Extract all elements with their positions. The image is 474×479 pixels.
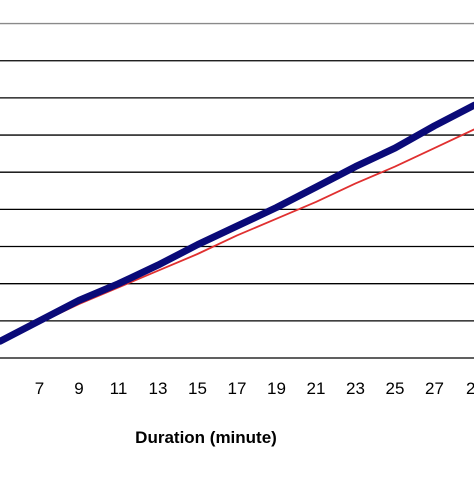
x-tick-label: 25 xyxy=(386,379,405,398)
gridlines xyxy=(0,22,474,359)
x-tick-label: 7 xyxy=(35,379,44,398)
x-tick-labels: 7 9 11 13 15 17 19 21 23 25 27 2 xyxy=(35,379,474,398)
x-tick-label: 2 xyxy=(466,379,474,398)
x-tick-label: 17 xyxy=(228,379,247,398)
x-tick-label: 23 xyxy=(346,379,365,398)
series-line-1 xyxy=(0,101,474,345)
x-axis-title: Duration (minute) xyxy=(135,428,277,447)
x-tick-label: 21 xyxy=(307,379,326,398)
x-tick-label: 15 xyxy=(188,379,207,398)
x-tick-label: 27 xyxy=(425,379,444,398)
x-tick-label: 13 xyxy=(149,379,168,398)
x-tick-label: 11 xyxy=(110,379,128,398)
series-line-2 xyxy=(0,128,474,343)
x-tick-label: 9 xyxy=(74,379,83,398)
x-tick-label: 19 xyxy=(267,379,286,398)
series-lines xyxy=(0,101,474,345)
